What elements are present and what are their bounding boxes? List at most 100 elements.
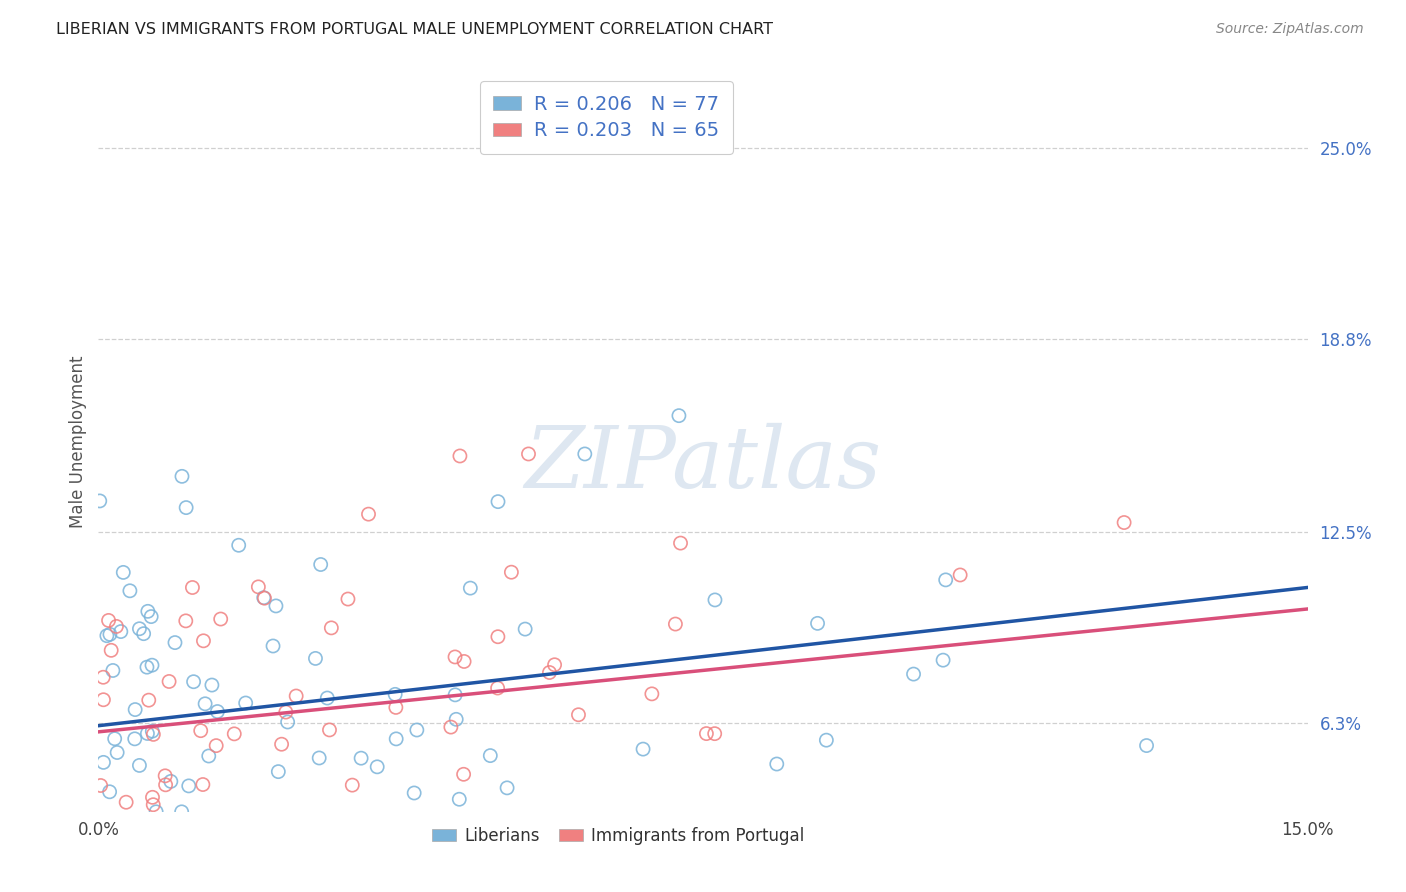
Point bbox=[278, 837, 301, 851]
Point bbox=[357, 507, 380, 521]
Point bbox=[191, 778, 214, 792]
Point bbox=[935, 573, 957, 587]
Legend: Liberians, Immigrants from Portugal: Liberians, Immigrants from Portugal bbox=[426, 820, 811, 852]
Point bbox=[704, 593, 727, 607]
Point bbox=[174, 614, 197, 628]
Point bbox=[517, 447, 540, 461]
Point bbox=[145, 805, 167, 819]
Point bbox=[197, 749, 219, 764]
Point bbox=[486, 494, 509, 508]
Point bbox=[449, 449, 471, 463]
Point bbox=[308, 853, 330, 867]
Point bbox=[450, 847, 472, 861]
Point bbox=[96, 629, 118, 643]
Point bbox=[669, 536, 692, 550]
Point bbox=[90, 779, 112, 793]
Point bbox=[101, 664, 124, 678]
Point bbox=[253, 591, 276, 605]
Point bbox=[136, 660, 159, 674]
Point bbox=[366, 760, 388, 774]
Point bbox=[163, 635, 186, 649]
Point bbox=[136, 726, 159, 740]
Point bbox=[141, 658, 163, 673]
Point bbox=[264, 599, 287, 613]
Point bbox=[332, 836, 354, 850]
Point bbox=[267, 764, 290, 779]
Point bbox=[183, 674, 205, 689]
Point bbox=[668, 409, 690, 423]
Point bbox=[153, 769, 176, 783]
Point bbox=[105, 746, 128, 760]
Point bbox=[93, 756, 115, 770]
Point bbox=[228, 538, 250, 552]
Point bbox=[115, 795, 138, 809]
Point bbox=[277, 714, 299, 729]
Point bbox=[100, 643, 122, 657]
Point bbox=[385, 700, 408, 714]
Point bbox=[160, 774, 183, 789]
Point bbox=[316, 691, 339, 706]
Point bbox=[141, 609, 163, 624]
Point bbox=[98, 785, 121, 799]
Point bbox=[321, 621, 343, 635]
Point bbox=[105, 619, 128, 633]
Point bbox=[141, 724, 163, 739]
Point bbox=[89, 494, 111, 508]
Point bbox=[543, 657, 565, 672]
Point bbox=[112, 566, 135, 580]
Point bbox=[160, 863, 183, 877]
Point bbox=[270, 737, 292, 751]
Point bbox=[574, 447, 596, 461]
Point bbox=[444, 712, 467, 726]
Point bbox=[479, 748, 502, 763]
Point bbox=[141, 790, 163, 805]
Point bbox=[405, 723, 427, 737]
Point bbox=[163, 874, 186, 888]
Point bbox=[384, 687, 406, 701]
Point bbox=[285, 689, 308, 703]
Point bbox=[567, 707, 589, 722]
Point bbox=[98, 627, 121, 641]
Point bbox=[201, 678, 224, 692]
Point bbox=[314, 844, 336, 858]
Point bbox=[449, 792, 471, 806]
Point bbox=[132, 626, 155, 640]
Point bbox=[765, 757, 787, 772]
Point bbox=[515, 622, 537, 636]
Point bbox=[155, 778, 177, 792]
Point bbox=[190, 723, 212, 738]
Y-axis label: Male Unemployment: Male Unemployment bbox=[69, 355, 87, 528]
Point bbox=[177, 779, 200, 793]
Point bbox=[641, 687, 664, 701]
Point bbox=[181, 581, 204, 595]
Text: LIBERIAN VS IMMIGRANTS FROM PORTUGAL MALE UNEMPLOYMENT CORRELATION CHART: LIBERIAN VS IMMIGRANTS FROM PORTUGAL MAL… bbox=[56, 22, 773, 37]
Point bbox=[486, 681, 509, 695]
Point bbox=[170, 469, 193, 483]
Point bbox=[194, 814, 217, 829]
Point bbox=[124, 731, 146, 746]
Point bbox=[440, 720, 463, 734]
Point bbox=[444, 688, 467, 702]
Point bbox=[274, 705, 297, 719]
Point bbox=[664, 617, 686, 632]
Point bbox=[104, 731, 127, 746]
Text: ZIPatlas: ZIPatlas bbox=[524, 423, 882, 505]
Point bbox=[224, 727, 246, 741]
Text: Source: ZipAtlas.com: Source: ZipAtlas.com bbox=[1216, 22, 1364, 37]
Point bbox=[350, 751, 373, 765]
Point bbox=[142, 727, 165, 741]
Point bbox=[404, 786, 426, 800]
Point bbox=[519, 848, 541, 863]
Point bbox=[193, 633, 215, 648]
Point bbox=[949, 568, 972, 582]
Point bbox=[224, 815, 246, 830]
Point bbox=[903, 667, 925, 681]
Point bbox=[118, 583, 141, 598]
Point bbox=[128, 622, 150, 636]
Point bbox=[209, 612, 232, 626]
Point bbox=[111, 844, 134, 858]
Point bbox=[486, 630, 509, 644]
Point bbox=[806, 616, 828, 631]
Point bbox=[253, 591, 276, 606]
Point bbox=[136, 604, 159, 618]
